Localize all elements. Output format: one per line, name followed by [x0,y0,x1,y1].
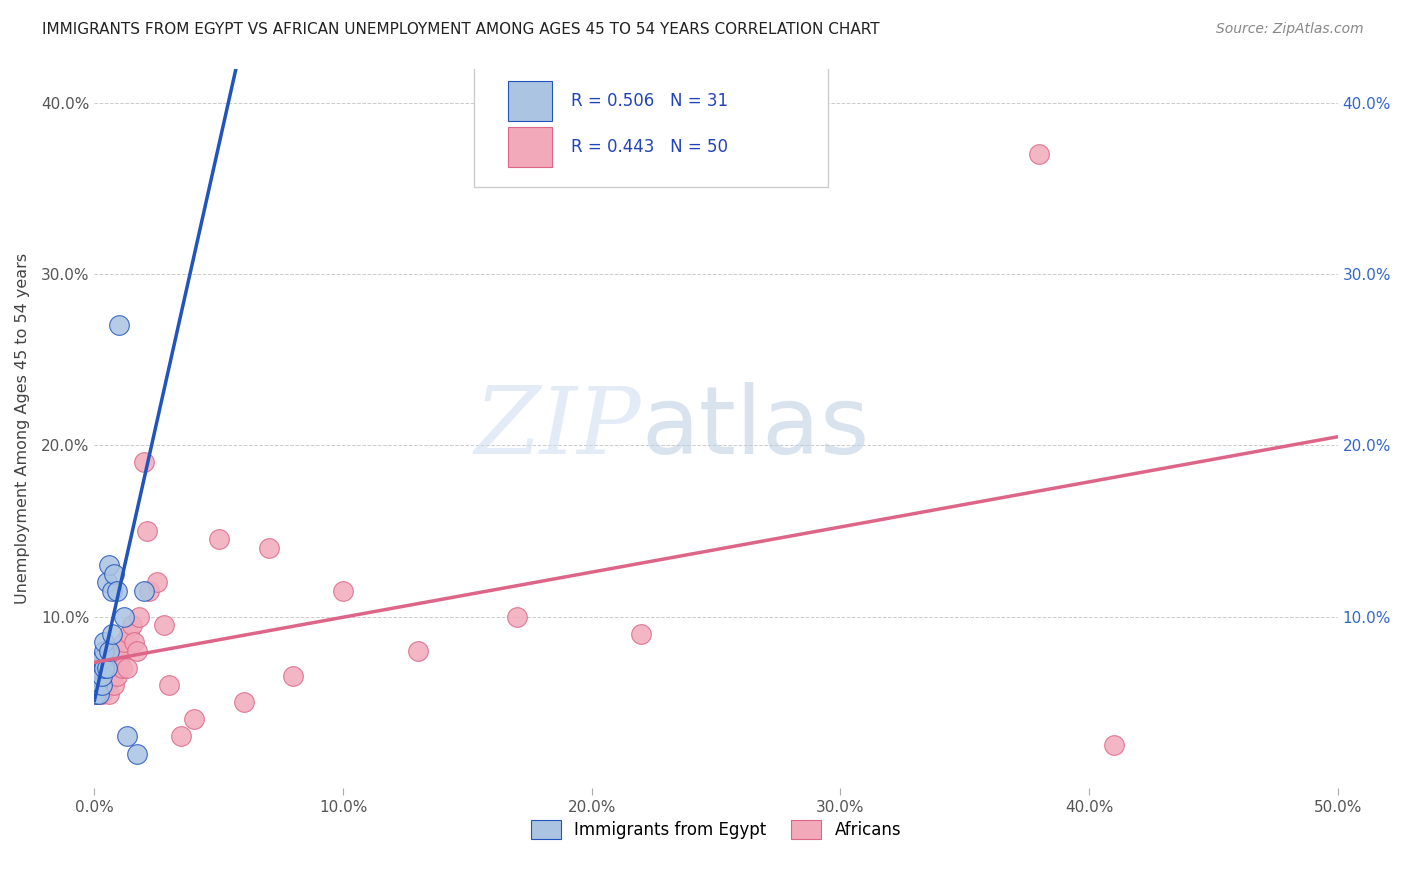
Point [86,687,108,701]
Point [202,45,225,59]
Point [108,318,131,333]
Point [406,644,429,658]
Point [103,678,125,692]
Point [101,652,124,666]
Point [108,652,131,666]
Point [135,524,157,538]
Point [101,583,124,598]
Point [105,583,128,598]
Point [84,687,107,701]
Text: IMMIGRANTS FROM EGYPT VS AFRICAN UNEMPLOYMENT AMONG AGES 45 TO 54 YEARS CORRELAT: IMMIGRANTS FROM EGYPT VS AFRICAN UNEMPLO… [42,22,880,37]
Point [89,678,111,692]
Point [208,533,231,547]
Point [283,669,305,683]
FancyBboxPatch shape [509,81,553,121]
Point [98,644,121,658]
Point [332,583,354,598]
Y-axis label: Unemployment Among Ages 45 to 54 years: Unemployment Among Ages 45 to 54 years [15,252,30,604]
Point [86,669,108,683]
Point [96,575,118,590]
Point [1102,738,1125,752]
Point [122,635,145,649]
Point [105,669,128,683]
Point [96,669,118,683]
Point [87,678,110,692]
Point [96,661,118,675]
Point [96,652,118,666]
Point [89,661,111,675]
Legend: Immigrants from Egypt, Africans: Immigrants from Egypt, Africans [523,812,910,847]
Point [93,644,115,658]
Point [103,644,125,658]
Text: Source: ZipAtlas.com: Source: ZipAtlas.com [1216,22,1364,37]
Point [90,687,112,701]
Point [90,669,112,683]
Point [170,730,193,744]
Point [93,635,115,649]
Point [93,661,115,675]
Point [89,687,111,701]
Point [153,618,176,632]
Point [115,661,138,675]
Point [90,678,112,692]
Point [145,575,167,590]
Text: atlas: atlas [641,382,870,475]
Point [118,626,141,640]
Point [93,678,115,692]
Point [93,661,115,675]
Point [89,669,111,683]
Point [90,669,112,683]
Point [90,652,112,666]
Point [90,652,112,666]
Text: ZIP: ZIP [475,384,641,473]
Point [98,558,121,573]
Point [89,661,111,675]
Point [86,669,108,683]
Point [86,678,108,692]
Point [112,635,135,649]
Point [138,583,160,598]
Point [98,687,121,701]
Point [96,678,118,692]
Text: R = 0.506   N = 31: R = 0.506 N = 31 [571,92,728,111]
Point [157,678,180,692]
Point [86,678,108,692]
Point [125,747,148,761]
Point [134,455,156,469]
Point [101,626,124,640]
Point [90,678,112,692]
Point [89,669,111,683]
Point [115,730,138,744]
FancyBboxPatch shape [509,128,553,167]
Point [630,626,652,640]
Point [87,669,110,683]
Point [134,583,156,598]
Point [84,687,107,701]
Point [87,661,110,675]
Point [1028,147,1050,161]
Point [232,695,254,709]
Point [183,712,205,726]
Point [506,609,529,624]
Point [128,609,150,624]
Text: R = 0.443   N = 50: R = 0.443 N = 50 [571,138,728,156]
Point [103,566,125,581]
Point [86,678,108,692]
Point [101,669,124,683]
Point [121,618,143,632]
Point [125,644,148,658]
Point [111,661,134,675]
FancyBboxPatch shape [474,62,828,187]
Point [108,644,131,658]
Point [112,609,135,624]
Point [98,661,121,675]
Point [257,541,280,555]
